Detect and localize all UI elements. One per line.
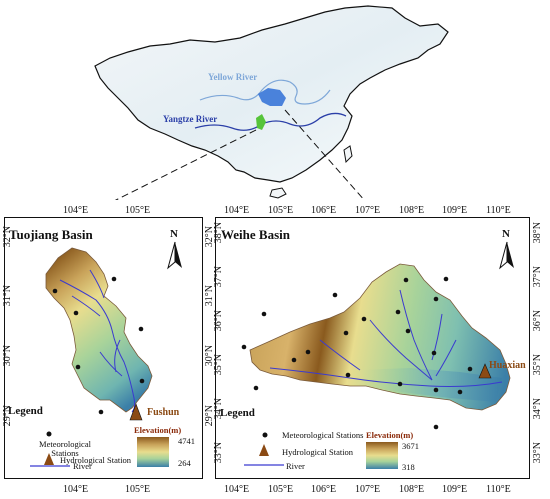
fushun-label: Fushun <box>147 407 180 418</box>
weihe-xtick-bottom-7: 110°E <box>486 484 511 495</box>
tuojiang-basin-outline <box>45 247 153 413</box>
tuojiang-elev-min: 264 <box>178 458 191 468</box>
weihe-legend-hydro-label: Hydrological Station <box>282 447 354 457</box>
tuojiang-north-label: N <box>170 228 178 240</box>
weihe-xtick-bottom-2: 105°E <box>268 484 294 495</box>
weihe-north-label: N <box>502 228 510 240</box>
tuojiang-legend-met-icon <box>46 431 52 437</box>
tuojiang-legend-river-icon <box>30 465 70 467</box>
tuojiang-rivers <box>59 269 136 413</box>
taiwan-island <box>343 145 353 164</box>
weihe-elev-min: 318 <box>402 462 415 472</box>
tuojiang-basin-map <box>45 247 153 421</box>
tuojiang-panel <box>4 217 203 479</box>
tuojiang-legend-river-label: River <box>73 461 92 471</box>
tuojiang-legend-title: Legend <box>8 405 43 417</box>
weihe-basin-map <box>241 263 511 430</box>
weihe-legend-hydro-icon <box>259 444 269 456</box>
tuojiang-north-arrow-icon <box>167 241 182 270</box>
tuojiang-elev-colorbar <box>137 437 169 467</box>
weihe-rivers <box>269 289 503 387</box>
weihe-legend-title: Legend <box>220 407 255 419</box>
weihe-xtick-bottom-4: 107°E <box>355 484 381 495</box>
yellow-river-label: Yellow River <box>208 72 258 82</box>
weihe-xtick-bottom-5: 108°E <box>399 484 425 495</box>
weihe-legend-met-icon <box>262 432 268 438</box>
tuojiang-legend-met-label: Meteorological Stations <box>39 439 91 459</box>
hainan-island <box>269 187 287 199</box>
tuojiang-xtick-bottom-2: 105°E <box>125 484 151 495</box>
weihe-elev-title: Elevation(m) <box>366 430 414 440</box>
weihe-elev-colorbar <box>366 442 398 469</box>
tuojiang-basin-highlight <box>256 114 266 130</box>
tuojiang-xtick-top-2: 105°E <box>125 205 151 216</box>
weihe-xtick-top-7: 110°E <box>486 205 511 216</box>
weihe-elev-max: 3671 <box>402 441 419 451</box>
weihe-xtick-bottom-3: 106°E <box>311 484 337 495</box>
weihe-xtick-top-3: 106°E <box>311 205 337 216</box>
weihe-xtick-top-4: 107°E <box>355 205 381 216</box>
weihe-basin-highlight <box>258 88 286 106</box>
huaxian-hydro-station-icon <box>478 363 492 379</box>
fushun-hydro-station-icon <box>129 403 143 421</box>
yangtze-river-label: Yangtze River <box>163 114 218 124</box>
weihe-xtick-bottom-1: 104°E <box>224 484 250 495</box>
weihe-xtick-top-1: 104°E <box>224 205 250 216</box>
tuojiang-legend-hydro-icon <box>44 453 54 465</box>
weihe-xtick-top-5: 108°E <box>399 205 425 216</box>
weihe-legend-met-label: Meteorological Stations <box>282 430 364 440</box>
weihe-title: Weihe Basin <box>221 227 290 242</box>
tuojiang-elev-max: 4741 <box>178 436 195 446</box>
weihe-legend-river-icon <box>244 464 284 466</box>
weihe-north-arrow-icon <box>499 241 514 270</box>
weihe-xtick-top-6: 109°E <box>442 205 468 216</box>
weihe-legend-river-label: River <box>286 461 305 471</box>
tuojiang-legend-hydro-label: Hydrological Station <box>60 455 132 465</box>
weihe-xtick-top-2: 105°E <box>268 205 294 216</box>
huaxian-label: Huaxian <box>489 360 526 371</box>
china-overview-map <box>94 5 449 200</box>
tuojiang-met-stations <box>52 276 145 415</box>
yellow-river <box>199 79 331 105</box>
tuojiang-title: Tuojiang Basin <box>9 227 93 242</box>
tuojiang-elev-title: Elevation(m) <box>134 425 182 435</box>
tuojiang-xtick-bottom-1: 104°E <box>63 484 89 495</box>
yangtze-river <box>194 112 347 131</box>
weihe-xtick-bottom-6: 109°E <box>442 484 468 495</box>
weihe-met-stations <box>241 276 473 430</box>
weihe-panel <box>215 217 530 479</box>
tuojiang-xtick-top-1: 104°E <box>63 205 89 216</box>
